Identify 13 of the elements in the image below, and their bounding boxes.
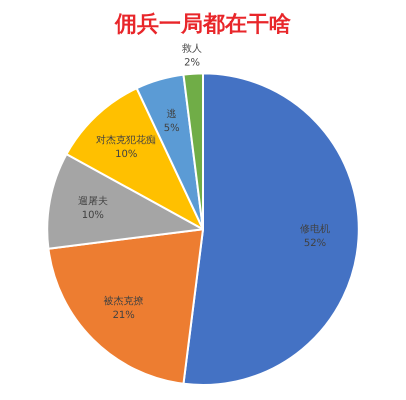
data-label: 5% (164, 123, 180, 134)
data-label: 2% (184, 57, 200, 68)
slice-label: 逃 (166, 108, 177, 120)
chart-title: 佣兵一局都在干啥 (114, 12, 292, 37)
slice-label: 被杰克撩 (104, 295, 144, 308)
data-label: 52% (304, 238, 326, 249)
slice-label: 对杰克犯花痴 (96, 134, 156, 146)
data-label: 21% (112, 310, 135, 322)
slice-label: 修电机 (300, 222, 330, 235)
data-label: 10% (82, 210, 104, 221)
slice-label: 遛屠夫 (78, 194, 108, 207)
data-label: 10% (115, 149, 138, 160)
slice-label: 救人 (181, 42, 202, 54)
